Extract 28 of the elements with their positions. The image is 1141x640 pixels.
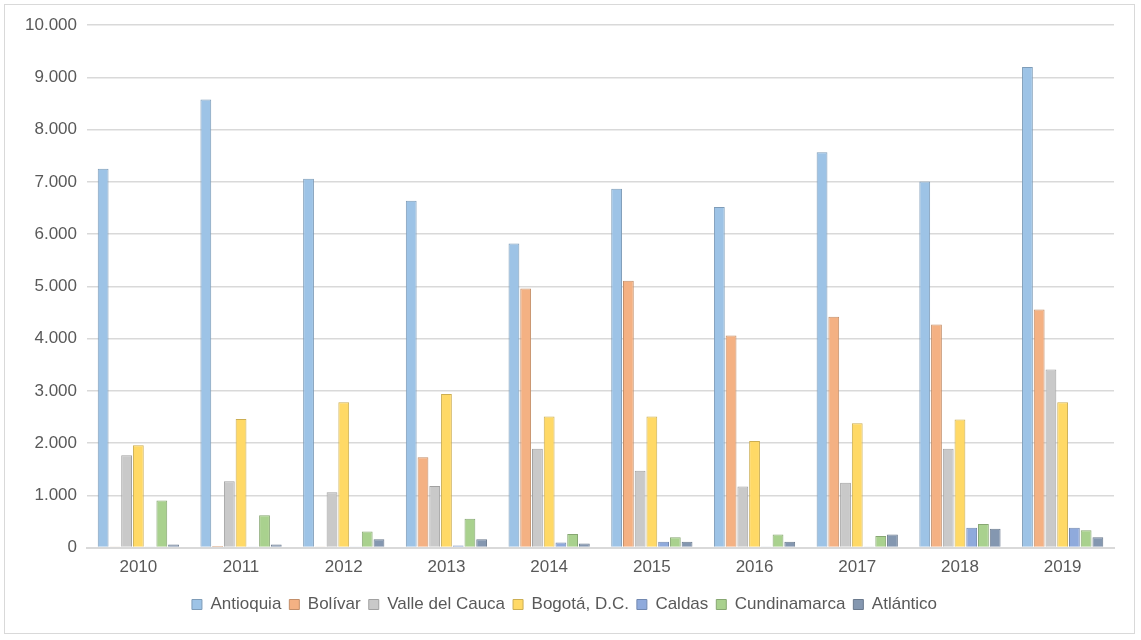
y-tick-label: 7.000: [34, 171, 77, 191]
x-tick-label: 2017: [838, 557, 877, 577]
legend-label: Atlántico: [871, 594, 938, 614]
y-tick-label: 9.000: [34, 67, 77, 87]
legend-label: Cundinamarca: [734, 594, 846, 614]
y-tick-label: 6.000: [34, 223, 77, 243]
x-tick-label: 2016: [735, 557, 774, 577]
legend-label: Bolívar: [307, 594, 362, 614]
x-tick-label: 2011: [222, 557, 260, 577]
legend-label: Antioquia: [210, 594, 282, 614]
x-tick-label: 2014: [530, 557, 569, 577]
y-tick-label: 5.000: [34, 276, 77, 296]
legend-label: Valle del Cauca: [387, 594, 506, 614]
y-tick-label: 8.000: [34, 119, 77, 139]
y-tick-label: 2.000: [34, 432, 77, 452]
y-tick-label: 10.000: [25, 14, 77, 34]
x-tick-label: 2010: [119, 557, 158, 577]
x-tick-label: 2015: [632, 557, 671, 577]
x-tick-label: 2013: [427, 557, 466, 577]
legend-label: Caldas: [655, 594, 709, 614]
x-tick-label: 2012: [324, 557, 363, 577]
y-tick-label: 1.000: [34, 485, 77, 505]
y-tick-label: 4.000: [34, 328, 77, 348]
y-tick-label: 0: [67, 537, 77, 557]
x-tick-label: 2019: [1043, 557, 1082, 577]
y-tick-label: 3.000: [34, 380, 77, 400]
x-tick-label: 2018: [941, 557, 979, 577]
legend-label: Bogotá, D.C.: [531, 594, 629, 614]
